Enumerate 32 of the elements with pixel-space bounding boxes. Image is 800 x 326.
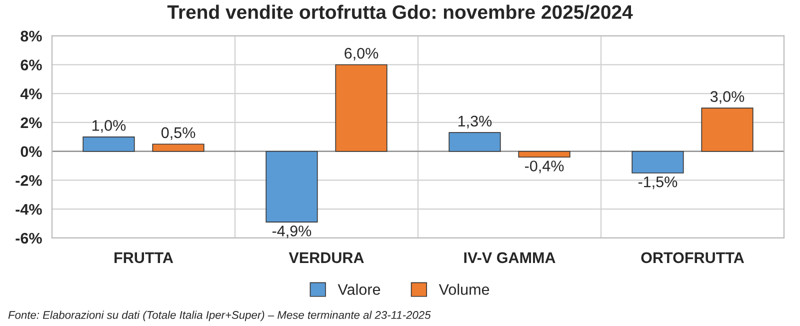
legend-label: Volume [438, 284, 490, 295]
bar [518, 150, 570, 158]
y-tick-label: 0% [20, 146, 42, 158]
bar [632, 150, 684, 174]
y-tick-label: -4% [16, 204, 42, 215]
data-label: 1,3% [458, 116, 492, 128]
y-tick-label: 2% [20, 117, 42, 128]
source-note: Fonte: Elaborazioni su dati (Totale Italia Iper+Super) – Mese terminante al 23-11-2025 [8, 310, 431, 322]
y-tick-label: -6% [16, 232, 42, 244]
chart-title: Trend vendite ortofrutta Gdo: novembre 2025/2024 [167, 4, 633, 20]
x-tick-label: ORTOFRUTTA [641, 252, 744, 264]
x-tick-label: VERDURA [288, 252, 364, 264]
data-label: 6,0% [344, 48, 378, 60]
x-tick-label: FRUTTA [114, 252, 174, 264]
data-label: 3,0% [710, 91, 744, 104]
bar [701, 108, 754, 152]
bar [448, 132, 501, 152]
x-tick-label: IV-V GAMMA [464, 252, 556, 264]
data-label: -4,9% [272, 226, 312, 238]
y-tick-label: 6% [20, 60, 42, 70]
bar [335, 64, 388, 152]
bar [266, 150, 318, 223]
y-tick-label: -2% [16, 175, 42, 186]
data-label: -1,5% [638, 176, 678, 190]
data-label: -0,4% [524, 160, 564, 174]
data-label: 0,5% [161, 127, 196, 140]
bar [152, 144, 204, 152]
data-label: 1,0% [92, 120, 126, 133]
y-tick-label: 4% [20, 88, 42, 100]
bar [82, 136, 135, 152]
y-tick-label: 8% [20, 30, 42, 42]
legend-label: Valore [338, 284, 380, 295]
